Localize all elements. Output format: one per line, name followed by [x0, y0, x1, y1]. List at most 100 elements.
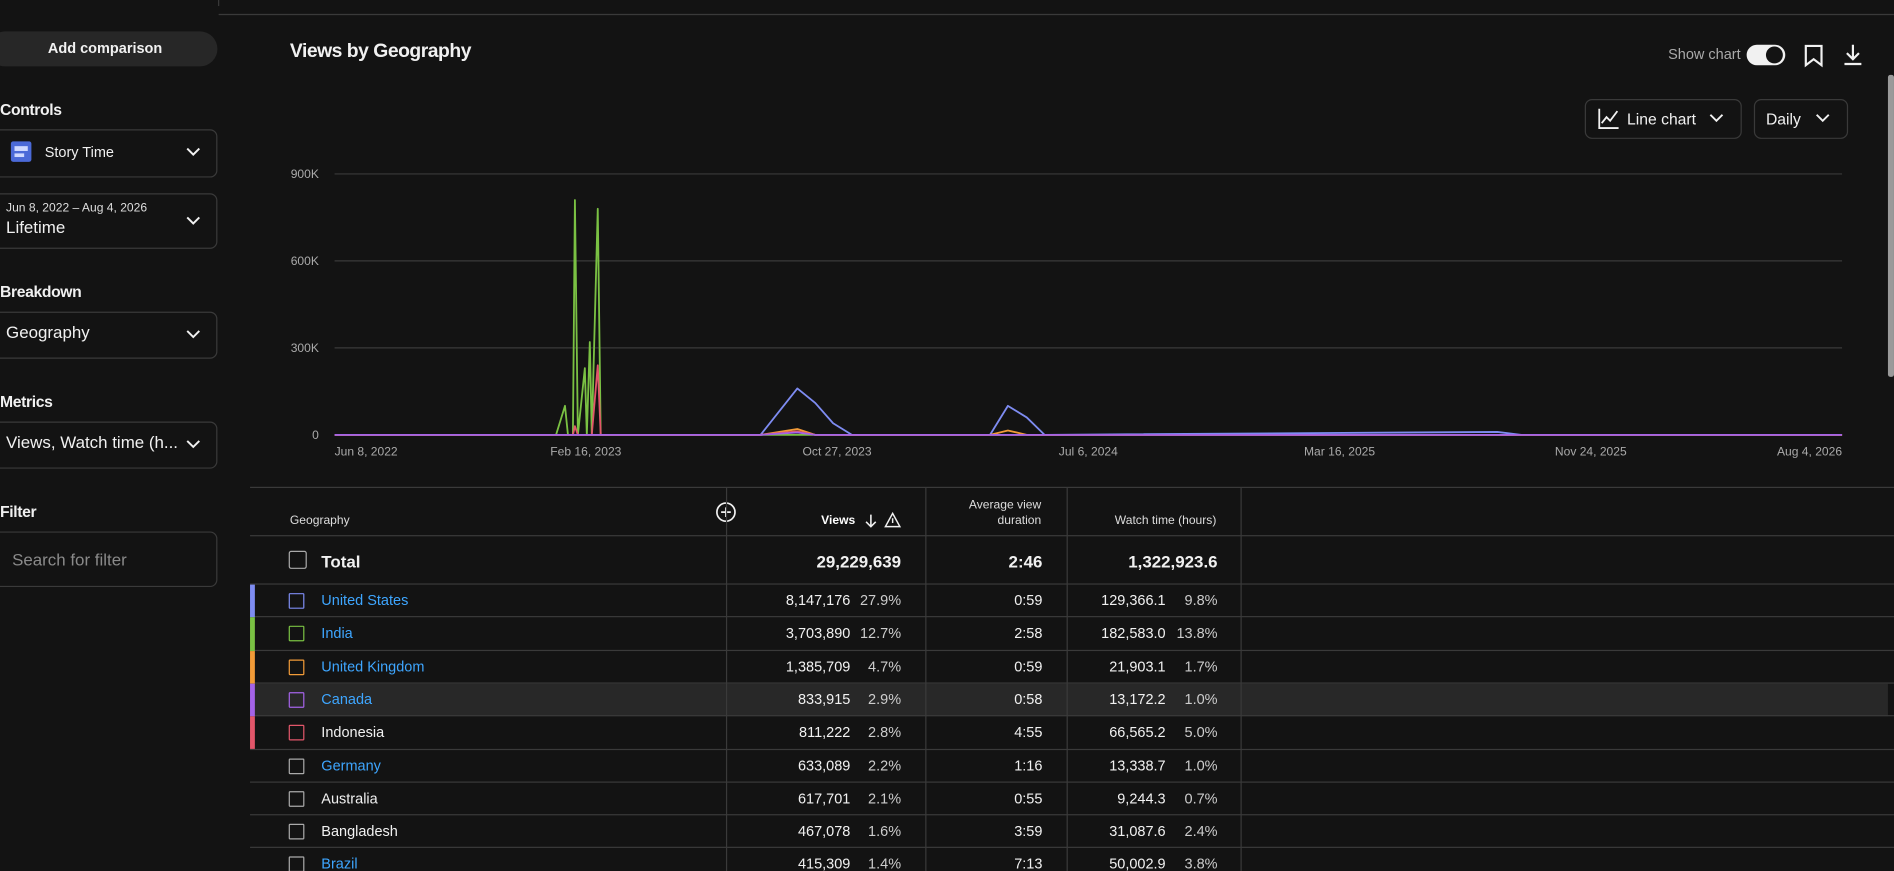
row-checkbox[interactable] [288, 626, 305, 642]
row-checkbox[interactable] [288, 823, 305, 840]
table-rule [250, 847, 1894, 849]
row-avd: 1:16 [1014, 756, 1043, 774]
breakdown-label: Breakdown [0, 282, 82, 301]
row-name: Indonesia [321, 723, 385, 741]
row-name: Bangladesh [321, 822, 398, 840]
x-tick-label: Feb 16, 2023 [550, 444, 621, 458]
row-watch-share: 9.8% [1184, 591, 1218, 609]
row-watch-share: 13.8% [1176, 624, 1218, 642]
metrics-dropdown[interactable] [0, 421, 218, 469]
x-tick-label: Oct 27, 2023 [803, 444, 872, 458]
row-views: 1,385,709 [785, 657, 851, 675]
row-watch: 129,366.1 [1101, 591, 1166, 609]
series-color-bar [250, 683, 255, 717]
row-views: 8,147,176 [785, 591, 851, 609]
series-color-bar [250, 617, 255, 651]
x-tick-label: Jun 8, 2022 [335, 444, 398, 458]
row-views: 811,222 [799, 723, 851, 741]
add-comparison-button[interactable] [0, 31, 218, 67]
row-avd: 3:59 [1014, 822, 1043, 840]
chart-type-label: Line chart [1627, 109, 1697, 129]
row-avd: 0:59 [1014, 657, 1043, 675]
channel-dropdown[interactable] [0, 129, 218, 178]
row-avd: 0:58 [1014, 690, 1043, 708]
row-views-share: 1.6% [868, 822, 902, 840]
row-views: 617,701 [797, 789, 851, 807]
row-name[interactable]: United States [321, 591, 409, 609]
row-name[interactable]: United Kingdom [321, 657, 425, 675]
row-watch-share: 5.0% [1184, 723, 1218, 741]
table-rule [250, 715, 1894, 717]
show-chart-label: Show chart [1668, 45, 1741, 63]
series-color-bar [250, 584, 255, 618]
row-views-share: 12.7% [859, 624, 902, 642]
total-watch: 1,322,923.6 [1128, 552, 1218, 572]
row-views-share: 2.9% [868, 690, 902, 708]
metrics-label: Metrics [0, 392, 53, 411]
row-checkbox[interactable] [288, 757, 305, 774]
x-tick-label: Mar 16, 2025 [1304, 444, 1375, 458]
column-header: Watch time (hours) [1114, 514, 1217, 528]
row-views: 467,078 [797, 822, 851, 840]
total-checkbox[interactable] [288, 550, 307, 569]
row-views-share: 1.4% [868, 855, 902, 871]
date-dropdown[interactable] [0, 193, 218, 249]
metrics-value: Views, Watch time (h... [6, 432, 179, 452]
interval-dropdown[interactable] [1753, 99, 1849, 139]
date-period: Lifetime [6, 217, 66, 237]
table-rule [250, 486, 1894, 488]
row-checkbox[interactable] [288, 790, 305, 807]
row-watch: 13,172.2 [1109, 690, 1166, 708]
row-checkbox[interactable] [288, 593, 305, 609]
row-watch-share: 2.4% [1184, 822, 1218, 840]
table-rule [250, 649, 1894, 651]
row-name[interactable]: Brazil [321, 855, 358, 871]
row-watch-share: 1.0% [1184, 756, 1218, 774]
row-name[interactable]: Canada [321, 690, 373, 708]
column-header: Views [821, 514, 856, 528]
add-comparison-label[interactable]: Add comparison [47, 39, 163, 57]
row-checkbox[interactable] [288, 691, 305, 708]
row-watch-share: 1.0% [1184, 690, 1218, 708]
row-checkbox[interactable] [288, 724, 305, 741]
series-color-bar [250, 716, 255, 750]
row-name[interactable]: India [321, 624, 353, 642]
row-avd: 2:58 [1014, 624, 1043, 642]
table-rule [250, 535, 1894, 537]
table-rule [250, 814, 1894, 816]
breakdown-dropdown[interactable] [0, 311, 218, 359]
controls-label: Controls [0, 100, 62, 119]
y-tick-label: 300K [291, 341, 319, 355]
row-watch: 9,244.3 [1117, 789, 1166, 807]
row-views: 833,915 [797, 690, 851, 708]
total-avd: 2:46 [1008, 552, 1043, 572]
date-range: Jun 8, 2022 – Aug 4, 2026 [6, 201, 148, 216]
column-divider [1066, 487, 1068, 871]
x-tick-label: Nov 24, 2025 [1555, 444, 1627, 458]
row-checkbox[interactable] [288, 659, 305, 675]
row-views: 415,309 [797, 855, 851, 871]
table-rule [250, 682, 1894, 684]
chart-type-dropdown[interactable] [1584, 99, 1742, 139]
row-watch-share: 3.8% [1184, 855, 1218, 871]
row-watch: 13,338.7 [1109, 756, 1166, 774]
column-divider [1240, 487, 1242, 871]
row-checkbox[interactable] [288, 856, 305, 871]
row-views: 633,089 [797, 756, 851, 774]
row-watch-share: 0.7% [1184, 789, 1218, 807]
row-name[interactable]: Germany [321, 756, 381, 774]
row-avd: 7:13 [1014, 855, 1043, 871]
row-watch: 31,087.6 [1109, 822, 1166, 840]
table-rule [250, 616, 1894, 618]
chart-title: Views by Geography [289, 41, 472, 62]
row-name: Australia [321, 789, 378, 807]
column-header: Geography [289, 514, 350, 528]
filter-placeholder[interactable]: Search for filter [12, 549, 127, 569]
row-watch-share: 1.7% [1184, 657, 1218, 675]
row-views: 3,703,890 [785, 624, 851, 642]
row-watch: 50,002.9 [1109, 855, 1166, 871]
filter-input[interactable] [0, 531, 218, 588]
